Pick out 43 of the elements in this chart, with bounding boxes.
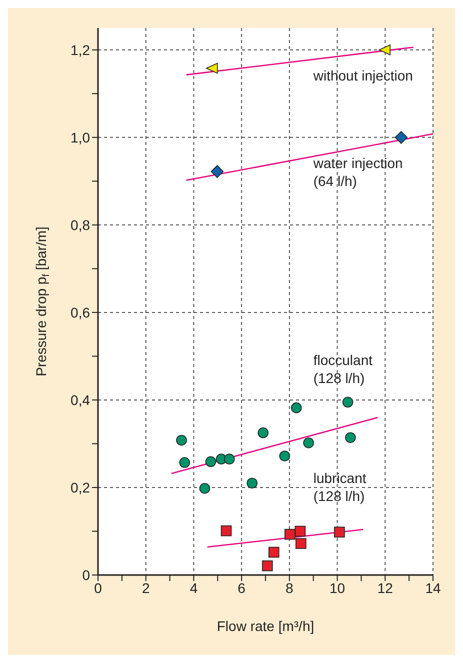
point: [176, 434, 187, 446]
x-tick-label: 10: [329, 580, 346, 596]
x-tick-label: 6: [238, 580, 246, 596]
y-tick-label: 0,2: [70, 479, 90, 496]
point: [342, 396, 354, 408]
point: [210, 165, 224, 178]
point: [246, 478, 258, 489]
y-tick-label: 0,6: [70, 304, 90, 320]
point: [258, 427, 269, 438]
y-tick-label: 0,4: [70, 392, 90, 408]
point: [179, 457, 190, 468]
point: [334, 526, 345, 538]
annotation: water injection (64 l/h): [312, 155, 403, 190]
x-tick-label: 2: [142, 580, 150, 596]
annotation: without injection: [312, 68, 413, 84]
x-tick-label: 12: [377, 580, 394, 596]
point: [279, 450, 290, 462]
point: [394, 131, 408, 144]
point: [296, 538, 306, 549]
y-tick-label: 1,2: [70, 42, 90, 58]
x-axis-title: Flow rate [m³/h]: [216, 618, 314, 634]
y-tick-label: 1,0: [70, 129, 90, 146]
annotation: flocculant (128 l/h): [313, 352, 373, 386]
y-tick-label: 0: [82, 566, 90, 583]
point: [294, 526, 306, 537]
point: [205, 456, 216, 468]
point: [224, 454, 235, 464]
x-tick-label: 4: [190, 580, 198, 596]
y-tick-label: 0,8: [70, 216, 90, 233]
point: [290, 402, 302, 414]
point: [284, 528, 296, 540]
point: [206, 62, 218, 74]
point: [262, 560, 273, 572]
x-tick-label: 0: [94, 580, 102, 596]
x-tick-label: 8: [286, 580, 294, 596]
x-tick-label: 14: [425, 580, 441, 596]
annotation: lubricant (128 l/h): [313, 470, 366, 504]
point: [220, 525, 232, 536]
point: [268, 546, 280, 558]
point: [303, 437, 314, 448]
point: [199, 482, 210, 494]
point: [378, 44, 391, 56]
point: [345, 432, 356, 443]
